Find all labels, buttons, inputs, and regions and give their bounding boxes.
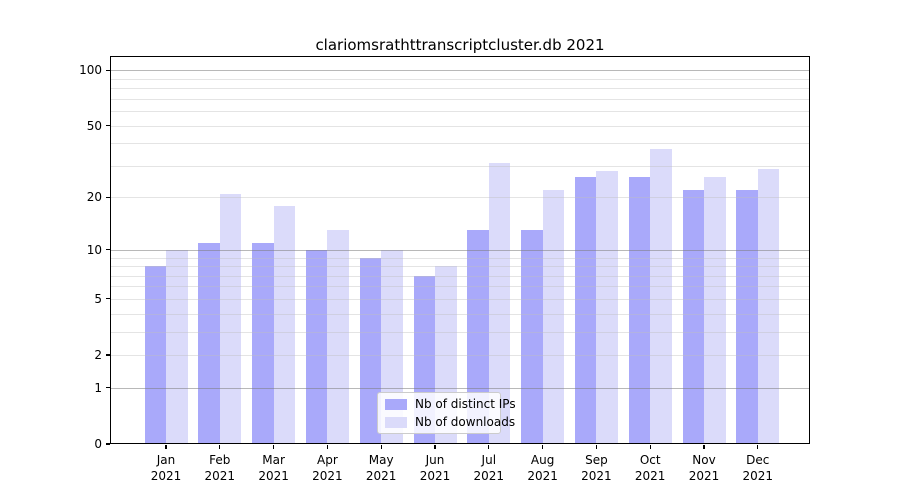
bar-distinct-ips [736, 190, 758, 443]
bar-distinct-ips [252, 242, 274, 443]
y-axis-tick-label: 0 [94, 437, 102, 451]
x-axis-tick [595, 444, 597, 449]
chart-title: clariomsrathttranscriptcluster.db 2021 [315, 36, 605, 54]
legend-swatch [385, 398, 407, 410]
minor-gridline [111, 257, 809, 259]
x-axis-tick [434, 444, 436, 449]
minor-gridline [111, 165, 809, 167]
y-axis-tick-label: 1 [94, 380, 102, 395]
x-axis-tick [703, 444, 705, 449]
bar-distinct-ips [467, 230, 489, 443]
legend-item: Nb of distinct IPs [385, 397, 516, 411]
legend-label: Nb of downloads [415, 414, 516, 429]
x-axis-tick [380, 444, 382, 449]
y-axis-tick [105, 354, 110, 356]
y-axis-tick [105, 124, 110, 127]
x-axis-tick-label: Nov 2021 [688, 453, 720, 483]
x-axis-tick-label: Jun 2021 [419, 453, 451, 483]
minor-gridline [111, 78, 809, 80]
y-axis-tick [105, 298, 110, 300]
bar-distinct-ips [198, 242, 220, 443]
bar-distinct-ips [574, 177, 597, 443]
bar-downloads [704, 177, 726, 443]
bar-distinct-ips [144, 266, 166, 443]
minor-gridline [111, 197, 809, 199]
x-axis-tick-label: Sep 2021 [581, 453, 612, 483]
y-axis-tick-label: 2 [94, 348, 102, 363]
x-axis-tick-label: May 2021 [365, 453, 397, 483]
legend-item: Nb of downloads [385, 415, 515, 429]
bar-distinct-ips [359, 257, 382, 443]
minor-gridline [111, 313, 809, 315]
y-axis-tick [105, 443, 110, 445]
minor-gridline [111, 143, 809, 145]
y-axis-tick-label: 20 [86, 190, 102, 205]
x-axis-tick [326, 444, 328, 449]
x-axis-tick [165, 444, 167, 449]
x-axis-tick [542, 444, 544, 449]
bar-distinct-ips [305, 249, 328, 443]
bar-downloads [273, 205, 296, 443]
x-axis-tick-label: Aug 2021 [527, 453, 558, 483]
x-axis-tick [273, 444, 275, 449]
minor-gridline [111, 125, 809, 127]
minor-gridline [111, 88, 809, 90]
minor-gridline [111, 98, 809, 100]
x-axis-tick-label: Jan 2021 [150, 453, 182, 483]
x-axis-tick [488, 444, 490, 449]
legend-label: Nb of distinct IPs [415, 396, 516, 411]
major-gridline [111, 387, 809, 389]
x-axis-tick [219, 444, 221, 449]
y-axis-tick-label: 100 [79, 63, 102, 78]
minor-gridline [111, 266, 809, 268]
x-axis-tick [757, 444, 759, 449]
minor-gridline [111, 355, 809, 357]
bar-distinct-ips [628, 177, 651, 443]
minor-gridline [111, 111, 809, 113]
legend-swatch [385, 416, 407, 428]
bar-downloads [542, 190, 565, 443]
x-axis-tick [649, 444, 651, 449]
bar-downloads [488, 163, 511, 443]
y-axis-tick-label: 10 [86, 242, 102, 257]
minor-gridline [111, 286, 809, 288]
y-axis-tick [105, 387, 110, 389]
bar-downloads [650, 149, 672, 443]
y-axis-tick [105, 196, 110, 198]
minor-gridline [111, 275, 809, 277]
minor-gridline [111, 331, 809, 333]
major-gridline [111, 249, 809, 251]
legend: Nb of distinct IPs Nb of downloads [377, 392, 516, 434]
x-axis-tick-label: Feb 2021 [204, 453, 236, 483]
y-axis-tick [105, 69, 110, 71]
bar-downloads [757, 168, 780, 443]
x-axis-tick-label: Jul 2021 [473, 453, 505, 483]
x-axis-tick-label: Apr 2021 [312, 453, 343, 483]
x-axis-tick-label: Oct 2021 [634, 453, 666, 483]
bar-downloads [166, 249, 188, 443]
bar-downloads [327, 230, 349, 443]
bar-downloads [219, 193, 242, 443]
bar-distinct-ips [521, 230, 543, 443]
major-gridline [111, 70, 809, 72]
bar-distinct-ips [682, 190, 704, 443]
y-axis-tick [105, 249, 110, 251]
x-axis-tick-label: Mar 2021 [258, 453, 289, 483]
y-axis-tick-label: 50 [86, 118, 102, 133]
bar-downloads [596, 171, 618, 443]
x-axis-tick-label: Dec 2021 [742, 453, 774, 483]
minor-gridline [111, 298, 809, 300]
plot-border [110, 55, 810, 444]
y-axis-tick-label: 5 [94, 291, 102, 306]
